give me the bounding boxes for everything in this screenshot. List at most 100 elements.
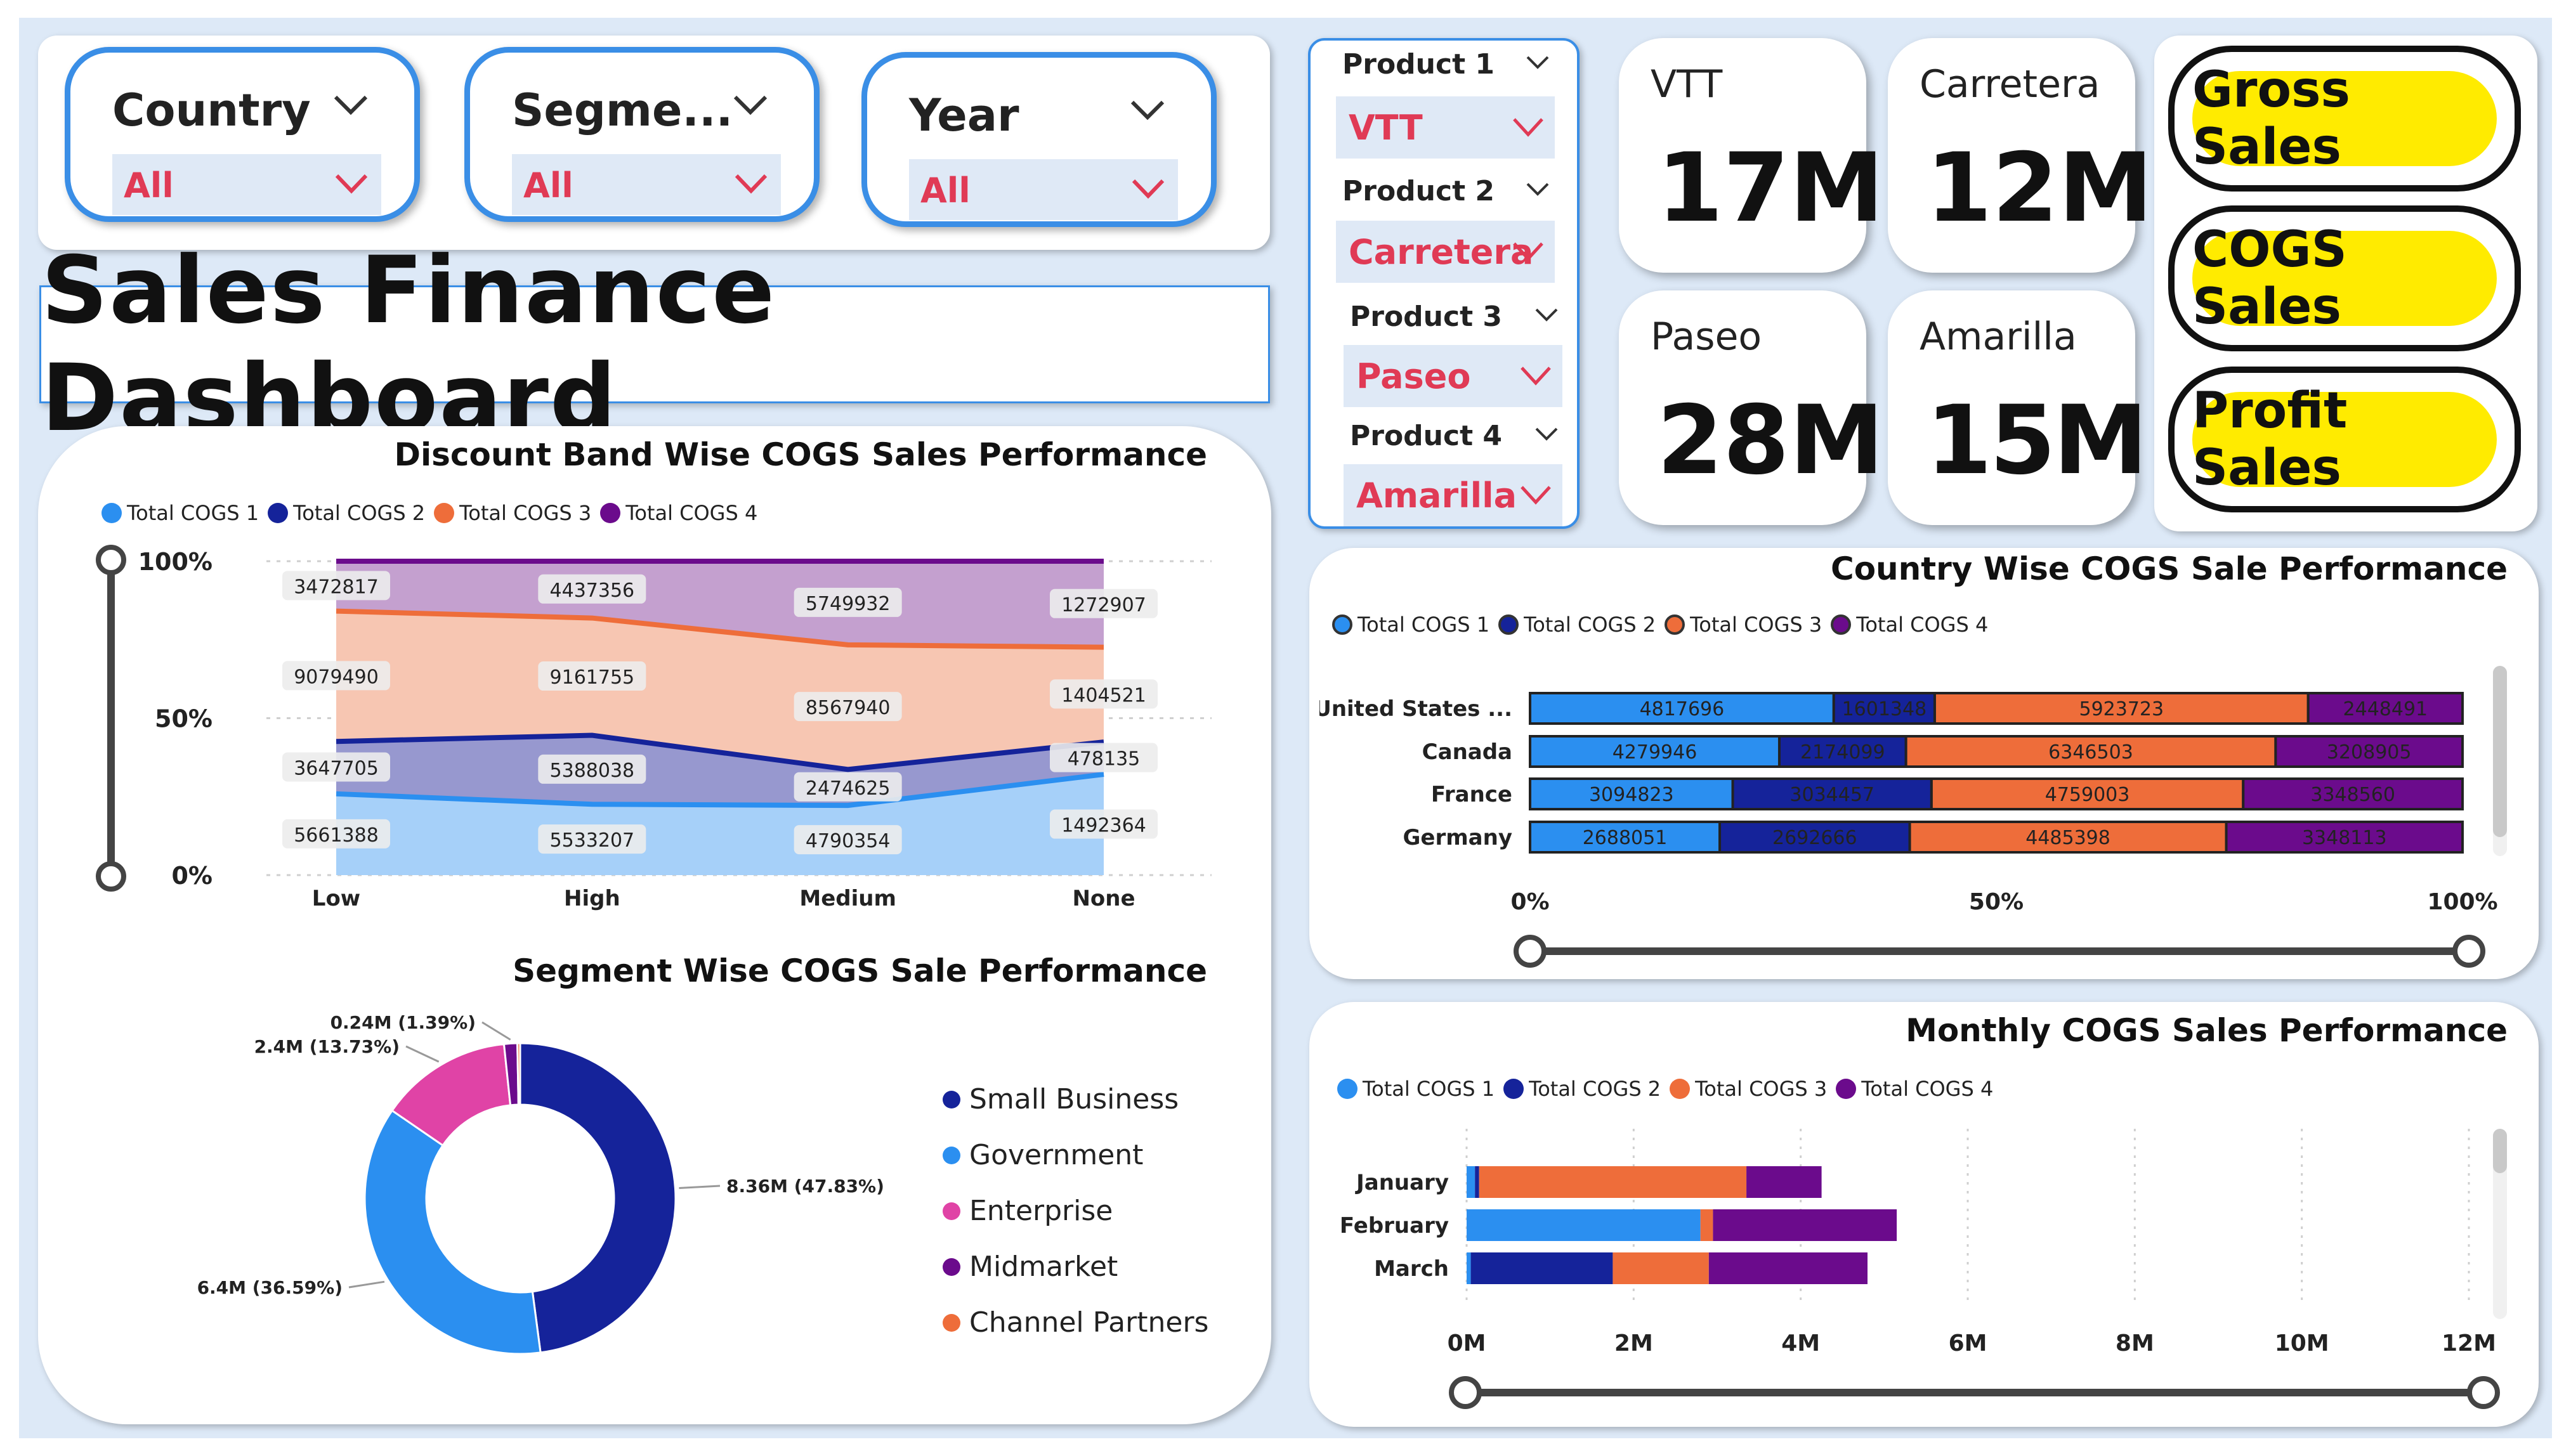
country-chart-legend: Total COGS 1 Total COGS 2 Total COGS 3 T…	[1332, 613, 1997, 637]
chevron-down-icon[interactable]	[332, 86, 370, 124]
year-slicer-title: Year	[909, 89, 1019, 141]
data-label-bg	[538, 661, 646, 691]
legend-label: Midmarket	[969, 1251, 1118, 1283]
country-dropdown[interactable]: All	[112, 154, 381, 215]
data-label-bg	[794, 772, 902, 802]
data-label-bg	[794, 587, 902, 617]
chevron-down-icon[interactable]	[1534, 425, 1559, 443]
chevron-down-icon[interactable]	[1128, 91, 1167, 129]
bar-segment	[1700, 1209, 1713, 1241]
x-tick-label: Low	[312, 886, 360, 911]
year-dropdown[interactable]: All	[909, 159, 1178, 220]
chevron-down-icon[interactable]	[1525, 53, 1550, 71]
legend-dot	[943, 1202, 960, 1220]
cogs-sales-button[interactable]: COGS Sales	[2168, 205, 2521, 351]
legend-item[interactable]: Enterprise	[943, 1183, 1208, 1239]
data-label: 2692666	[1772, 827, 1857, 849]
legend-item[interactable]: Total COGS 3	[434, 501, 591, 525]
legend-dot	[1665, 614, 1685, 635]
legend-item[interactable]: Total COGS 4	[1831, 613, 1988, 637]
x-tick-label: 0%	[1510, 889, 1549, 915]
data-label: 1272907	[1061, 594, 1146, 616]
segment-dropdown[interactable]: All	[512, 154, 781, 215]
kpi-card-vtt: VTT 17M	[1619, 38, 1884, 273]
kpi-value: 17M	[1657, 133, 1885, 244]
legend-item[interactable]: Total COGS 4	[1836, 1077, 1993, 1101]
legend-dot	[1503, 1079, 1524, 1099]
bar-segment	[2306, 692, 2464, 725]
product-2-dropdown[interactable]: Carretera	[1336, 221, 1555, 283]
legend-label: Total COGS 4	[625, 501, 758, 525]
data-label: 3647705	[294, 758, 379, 780]
data-label: 1492364	[1061, 815, 1146, 837]
legend-item[interactable]: Channel Partners	[943, 1295, 1208, 1351]
scrollbar-track	[2493, 1129, 2507, 1319]
legend-item[interactable]: Total COGS 3	[1665, 613, 1822, 637]
legend-item[interactable]: Government	[943, 1128, 1208, 1183]
legend-item[interactable]: Total COGS 1	[101, 501, 259, 525]
chevron-down-icon[interactable]	[1525, 180, 1550, 198]
legend-item[interactable]: Total COGS 2	[1498, 613, 1656, 637]
product-1-dropdown[interactable]: VTT	[1336, 96, 1555, 159]
data-label: 5923723	[2079, 698, 2164, 720]
kpi-value: 12M	[1926, 133, 2154, 244]
profit-sales-button[interactable]: Profit Sales	[2168, 367, 2521, 512]
zoom-slider-handle	[96, 545, 126, 575]
legend-dot	[943, 1147, 960, 1164]
country-slicer[interactable]: Country All	[65, 47, 420, 222]
donut-data-label: 6.4M (36.59%)	[197, 1277, 343, 1298]
gross-sales-button[interactable]: Gross Sales	[2168, 46, 2521, 192]
legend-label: Total COGS 1	[1363, 1077, 1495, 1101]
year-slicer[interactable]: Year All	[861, 52, 1217, 227]
legend-item[interactable]: Total COGS 2	[268, 501, 425, 525]
chevron-down-icon	[1513, 242, 1543, 261]
monthly-chart-legend: Total COGS 1 Total COGS 2 Total COGS 3 T…	[1337, 1077, 2002, 1101]
area-series-line	[336, 608, 1104, 650]
y-tick-label: March	[1374, 1256, 1449, 1282]
legend-item[interactable]: Total COGS 1	[1337, 1077, 1495, 1101]
segment-slicer[interactable]: Segme... All	[464, 47, 820, 222]
legend-label: Small Business	[969, 1083, 1179, 1115]
chevron-down-icon[interactable]	[1534, 306, 1559, 323]
legend-item[interactable]: Small Business	[943, 1072, 1208, 1128]
legend-item[interactable]: Midmarket	[943, 1239, 1208, 1295]
kpi-value: 15M	[1926, 386, 2148, 496]
data-label-bg	[282, 661, 390, 691]
y-tick-label: 100%	[138, 548, 213, 576]
donut-slice	[516, 1042, 521, 1106]
data-label: 3034457	[1789, 784, 1874, 806]
legend-label: Total COGS 2	[1524, 613, 1656, 637]
bar-segment	[1708, 1252, 1868, 1284]
legend-dot	[600, 503, 621, 523]
data-label: 4437356	[550, 580, 635, 602]
bar-segment	[1933, 692, 2310, 725]
data-label: 4790354	[806, 830, 891, 852]
legend-item[interactable]: Total COGS 4	[600, 501, 757, 525]
chevron-down-icon[interactable]	[731, 86, 769, 124]
product-4-label: Product 4	[1350, 420, 1503, 452]
segment-chart-title: Segment Wise COGS Sale Performance	[513, 952, 1207, 989]
bar-segment	[1467, 1166, 1475, 1198]
product-4-dropdown[interactable]: Amarilla	[1344, 464, 1562, 526]
chevron-down-icon	[1521, 486, 1551, 505]
x-tick-label: 2M	[1614, 1330, 1653, 1356]
product-3-dropdown[interactable]: Paseo	[1344, 345, 1562, 407]
legend-dot	[1670, 1079, 1691, 1099]
product-3-value: Paseo	[1356, 356, 1471, 396]
segment-value: All	[523, 166, 573, 205]
data-label-bg	[1050, 743, 1158, 772]
bar-segment	[1470, 1252, 1613, 1284]
data-label: 478135	[1068, 748, 1141, 770]
legend-item[interactable]: Total COGS 3	[1670, 1077, 1827, 1101]
country-slicer-title: Country	[112, 84, 311, 136]
discount-area-chart: 0% 50% 100% 5661388 5533207 4790354 1492364 364…	[96, 545, 1212, 911]
product-slicer-panel: Product 1 VTT Product 2 Carretera Produc…	[1308, 38, 1580, 529]
legend-item[interactable]: Total COGS 2	[1503, 1077, 1661, 1101]
leader-line	[481, 1021, 511, 1041]
bar-segment	[1777, 735, 1907, 768]
legend-label: Enterprise	[969, 1195, 1113, 1227]
bar-segment	[1613, 1252, 1709, 1284]
legend-dot	[1831, 614, 1852, 635]
legend-item[interactable]: Total COGS 1	[1332, 613, 1489, 637]
donut-data-label: 8.36M (47.83%)	[726, 1176, 884, 1197]
